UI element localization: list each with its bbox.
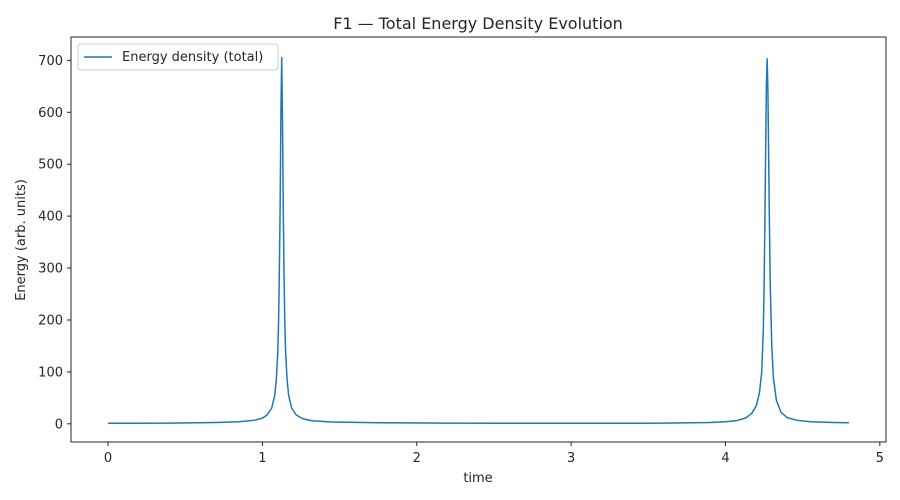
chart-title: F1 — Total Energy Density Evolution — [333, 14, 623, 33]
x-tick-label: 0 — [104, 451, 112, 466]
y-tick-label: 0 — [55, 417, 63, 432]
y-tick-label: 200 — [38, 313, 63, 328]
y-tick-label: 700 — [38, 54, 63, 69]
y-tick-label: 500 — [38, 158, 63, 173]
plot-area — [70, 36, 887, 443]
y-tick-label: 300 — [38, 262, 63, 277]
x-tick-label: 1 — [258, 451, 266, 466]
legend: Energy density (total) — [77, 43, 279, 71]
series-layer — [108, 57, 849, 425]
y-axis-label: Energy (arb. units) — [14, 179, 29, 301]
legend-box — [77, 43, 279, 71]
x-axis: 0 1 2 3 4 5 — [104, 442, 884, 466]
y-axis: 0 100 200 300 400 500 600 700 — [38, 54, 71, 432]
x-tick-label: 2 — [413, 451, 421, 466]
y-tick-label: 100 — [38, 365, 63, 380]
y-tick-label: 600 — [38, 106, 63, 121]
x-tick-label: 4 — [721, 451, 729, 466]
series-line-0 — [108, 57, 849, 425]
x-tick-label: 5 — [876, 451, 884, 466]
x-axis-label: time — [463, 471, 492, 486]
x-tick-label: 3 — [567, 451, 575, 466]
y-tick-label: 400 — [38, 210, 63, 225]
legend-label: Energy density (total) — [122, 50, 263, 65]
